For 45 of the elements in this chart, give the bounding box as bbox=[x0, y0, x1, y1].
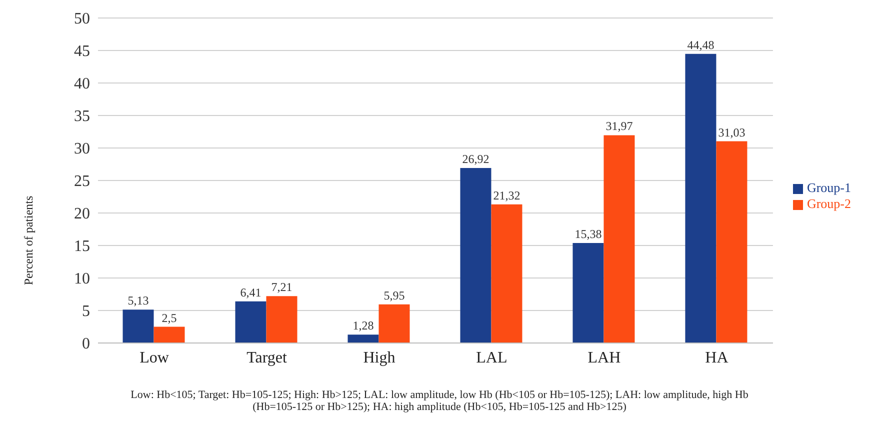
data-label: 31,97 bbox=[606, 119, 633, 134]
bar bbox=[572, 243, 604, 343]
data-label: 5,13 bbox=[128, 294, 149, 308]
data-label: 5,95 bbox=[384, 288, 405, 302]
data-label: 21,32 bbox=[493, 188, 520, 202]
x-tick-label: LAH bbox=[588, 349, 622, 366]
legend-label: Group-2 bbox=[806, 196, 851, 210]
y-tick-label: 40 bbox=[74, 76, 90, 93]
y-tick-label: 25 bbox=[74, 173, 90, 190]
y-tick-label: 35 bbox=[74, 108, 90, 126]
x-tick-label: High bbox=[363, 349, 396, 366]
bar bbox=[235, 301, 266, 343]
bar bbox=[491, 204, 522, 343]
y-tick-label: 15 bbox=[74, 238, 90, 256]
bar bbox=[122, 310, 154, 343]
y-tick-label: 30 bbox=[74, 140, 90, 158]
text: Low: Hb<105; Target: Hb=105-125; High: Hb>125; LAL: low amplitude, low Hb (Hb<105 or Hb=105-125); LAH: low amplitude, high Hb (Hb=105-125 or Hb>125); HA: high amplitude (Hb<105, Hb=105-125 and Hb>125) bbox=[130, 388, 750, 413]
x-tick-label: LAL bbox=[476, 349, 508, 366]
legend-label: Group-1 bbox=[806, 180, 851, 194]
bar bbox=[604, 135, 635, 343]
y-tick-label: 5 bbox=[82, 303, 90, 320]
y-tick-label: 20 bbox=[74, 206, 90, 223]
y-tick-label: 10 bbox=[74, 270, 90, 288]
x-tick-label: HA bbox=[705, 349, 729, 366]
data-label: 6,41 bbox=[240, 285, 262, 300]
bar bbox=[378, 304, 410, 343]
bar bbox=[716, 141, 748, 343]
y-tick-label: 0 bbox=[82, 336, 90, 353]
x-tick-label: Target bbox=[246, 349, 288, 366]
bar bbox=[266, 296, 298, 343]
data-label: 44,48 bbox=[687, 38, 714, 52]
x-tick-label: Low bbox=[140, 349, 170, 366]
data-label: 7,21 bbox=[271, 280, 292, 294]
y-tick-label: 45 bbox=[74, 43, 90, 60]
bar bbox=[154, 326, 185, 343]
data-label: 2,5 bbox=[162, 310, 177, 325]
y-axis-title: Percent of patients bbox=[21, 196, 36, 286]
data-label: 31,03 bbox=[718, 125, 746, 140]
data-label: 15,38 bbox=[574, 227, 602, 242]
data-label: 26,92 bbox=[462, 152, 490, 166]
bar bbox=[460, 168, 492, 343]
bar bbox=[685, 54, 716, 343]
data-label: 1,28 bbox=[352, 318, 374, 333]
bar bbox=[348, 334, 379, 343]
y-tick-label: 50 bbox=[74, 10, 90, 28]
